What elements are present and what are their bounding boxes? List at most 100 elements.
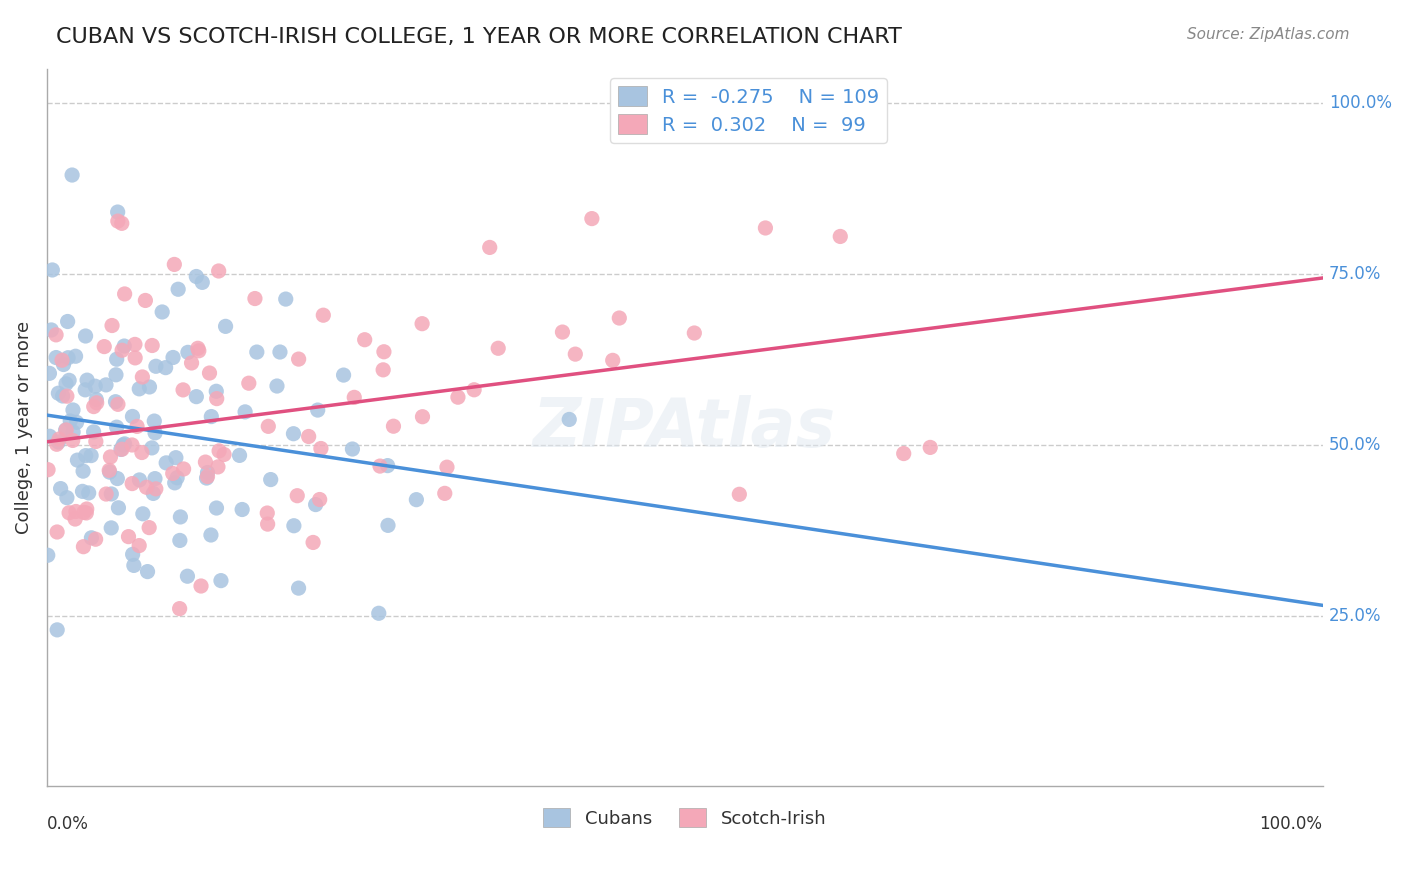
Point: [55, 376, 77, 391]
Point: [162, 467, 184, 481]
Point: [143, 472, 166, 486]
Point: [145, 359, 167, 374]
Point: [114, 437, 136, 451]
Point: [84, 532, 107, 546]
Text: 100.0%: 100.0%: [1260, 815, 1323, 833]
Point: [77, 486, 100, 500]
Point: [342, 442, 364, 456]
Point: [200, 528, 222, 542]
Point: [76, 502, 98, 516]
Point: [309, 442, 332, 456]
Point: [377, 518, 399, 533]
Point: [56, 351, 79, 365]
Point: [187, 341, 209, 355]
Point: [205, 501, 228, 516]
Point: [72, 540, 94, 554]
Point: [75, 383, 97, 397]
Point: [111, 343, 134, 358]
Point: [169, 510, 191, 524]
Point: [411, 409, 433, 424]
Point: [111, 442, 134, 457]
Point: [124, 337, 146, 351]
Point: [302, 535, 325, 549]
Point: [180, 356, 202, 370]
Point: [58, 373, 80, 387]
Point: [59, 414, 82, 428]
Point: [51, 353, 73, 368]
Point: [581, 211, 603, 226]
Point: [920, 441, 942, 455]
Point: [269, 345, 291, 359]
Point: [121, 409, 143, 424]
Point: [177, 345, 200, 359]
Point: [63, 512, 86, 526]
Point: [141, 441, 163, 455]
Point: [38, 429, 60, 443]
Point: [283, 518, 305, 533]
Point: [162, 351, 184, 365]
Point: [343, 390, 366, 404]
Point: [136, 565, 159, 579]
Point: [447, 390, 470, 404]
Point: [114, 287, 136, 301]
Point: [105, 352, 128, 367]
Point: [176, 569, 198, 583]
Point: [38, 367, 60, 381]
Point: [135, 480, 157, 494]
Point: [274, 292, 297, 306]
Point: [143, 425, 166, 440]
Point: [200, 409, 222, 424]
Point: [367, 607, 389, 621]
Point: [107, 214, 129, 228]
Point: [283, 426, 305, 441]
Point: [238, 376, 260, 391]
Text: 25.0%: 25.0%: [1329, 607, 1382, 624]
Point: [104, 394, 127, 409]
Point: [48, 432, 70, 446]
Point: [141, 338, 163, 352]
Point: [100, 487, 122, 501]
Point: [205, 384, 228, 399]
Point: [187, 343, 209, 358]
Point: [463, 383, 485, 397]
Point: [93, 340, 115, 354]
Point: [121, 476, 143, 491]
Point: [436, 460, 458, 475]
Point: [75, 329, 97, 343]
Point: [433, 486, 456, 500]
Point: [150, 305, 173, 319]
Point: [169, 601, 191, 615]
Point: [138, 520, 160, 534]
Point: [728, 487, 751, 501]
Point: [56, 314, 79, 328]
Point: [208, 443, 231, 458]
Point: [558, 412, 581, 426]
Point: [107, 205, 129, 219]
Point: [125, 419, 148, 434]
Point: [105, 471, 128, 485]
Point: [298, 429, 321, 443]
Point: [186, 390, 208, 404]
Text: 75.0%: 75.0%: [1329, 265, 1381, 283]
Point: [312, 308, 335, 322]
Point: [212, 447, 235, 461]
Point: [186, 269, 208, 284]
Point: [169, 533, 191, 548]
Point: [564, 347, 586, 361]
Point: [65, 504, 87, 518]
Point: [205, 392, 228, 406]
Point: [478, 240, 501, 254]
Point: [131, 445, 153, 459]
Point: [138, 380, 160, 394]
Point: [893, 446, 915, 460]
Point: [830, 229, 852, 244]
Point: [84, 379, 107, 393]
Point: [209, 574, 232, 588]
Point: [41, 323, 63, 337]
Point: [228, 449, 250, 463]
Point: [84, 392, 107, 407]
Point: [353, 333, 375, 347]
Point: [208, 264, 231, 278]
Point: [83, 400, 105, 414]
Point: [287, 581, 309, 595]
